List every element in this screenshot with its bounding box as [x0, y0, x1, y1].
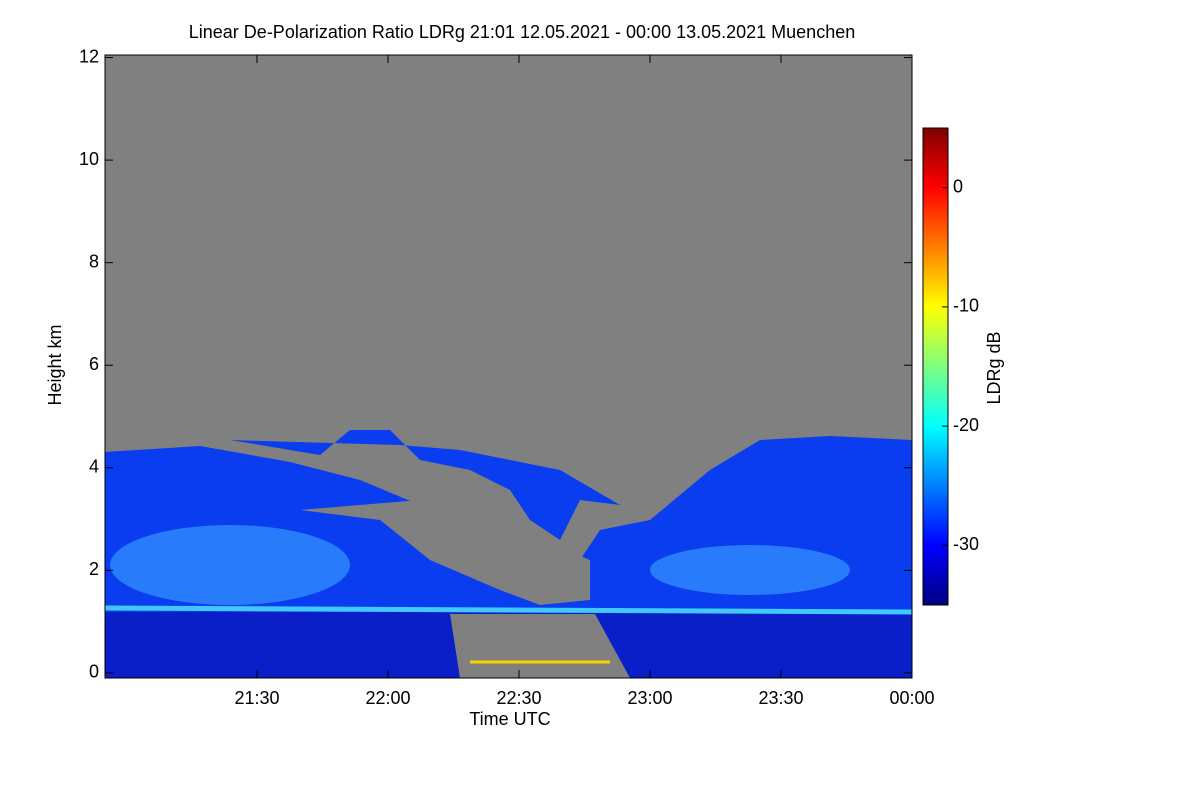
y-tick-label: 4	[89, 457, 99, 477]
plot-frame	[104, 54, 913, 679]
colorbar-tick-label: -30	[953, 534, 979, 554]
missing-area	[300, 500, 590, 605]
colorbar-tick-label: -20	[953, 415, 979, 435]
colorbar-tick-label: -10	[953, 296, 979, 316]
y-tick-label: 2	[89, 559, 99, 579]
cloud-upper	[230, 430, 620, 540]
chart-title: Linear De-Polarization Ratio LDRg 21:01 …	[189, 22, 855, 42]
x-axis-label: Time UTC	[469, 709, 550, 729]
x-tick-label: 23:00	[627, 688, 672, 708]
colorbar	[922, 127, 949, 606]
y-tick-label: 0	[89, 662, 99, 682]
y-tick-label: 8	[89, 251, 99, 271]
y-tick-label: 10	[79, 149, 99, 169]
y-tick-label: 6	[89, 354, 99, 374]
x-tick-label: 23:30	[758, 688, 803, 708]
x-tick-label: 21:30	[234, 688, 279, 708]
colorbar-tick-label: 0	[953, 176, 963, 196]
colorbar-label: LDRg dB	[984, 331, 1004, 404]
y-axis-label: Height km	[45, 324, 65, 405]
x-tick-label: 00:00	[889, 688, 934, 708]
x-tick-label: 22:30	[496, 688, 541, 708]
cloud-base	[105, 605, 912, 615]
y-tick-label: 12	[79, 46, 99, 66]
cloud-core	[650, 545, 850, 595]
x-tick-label: 22:00	[365, 688, 410, 708]
cloud-core	[110, 525, 350, 605]
lidar-field	[105, 55, 912, 678]
